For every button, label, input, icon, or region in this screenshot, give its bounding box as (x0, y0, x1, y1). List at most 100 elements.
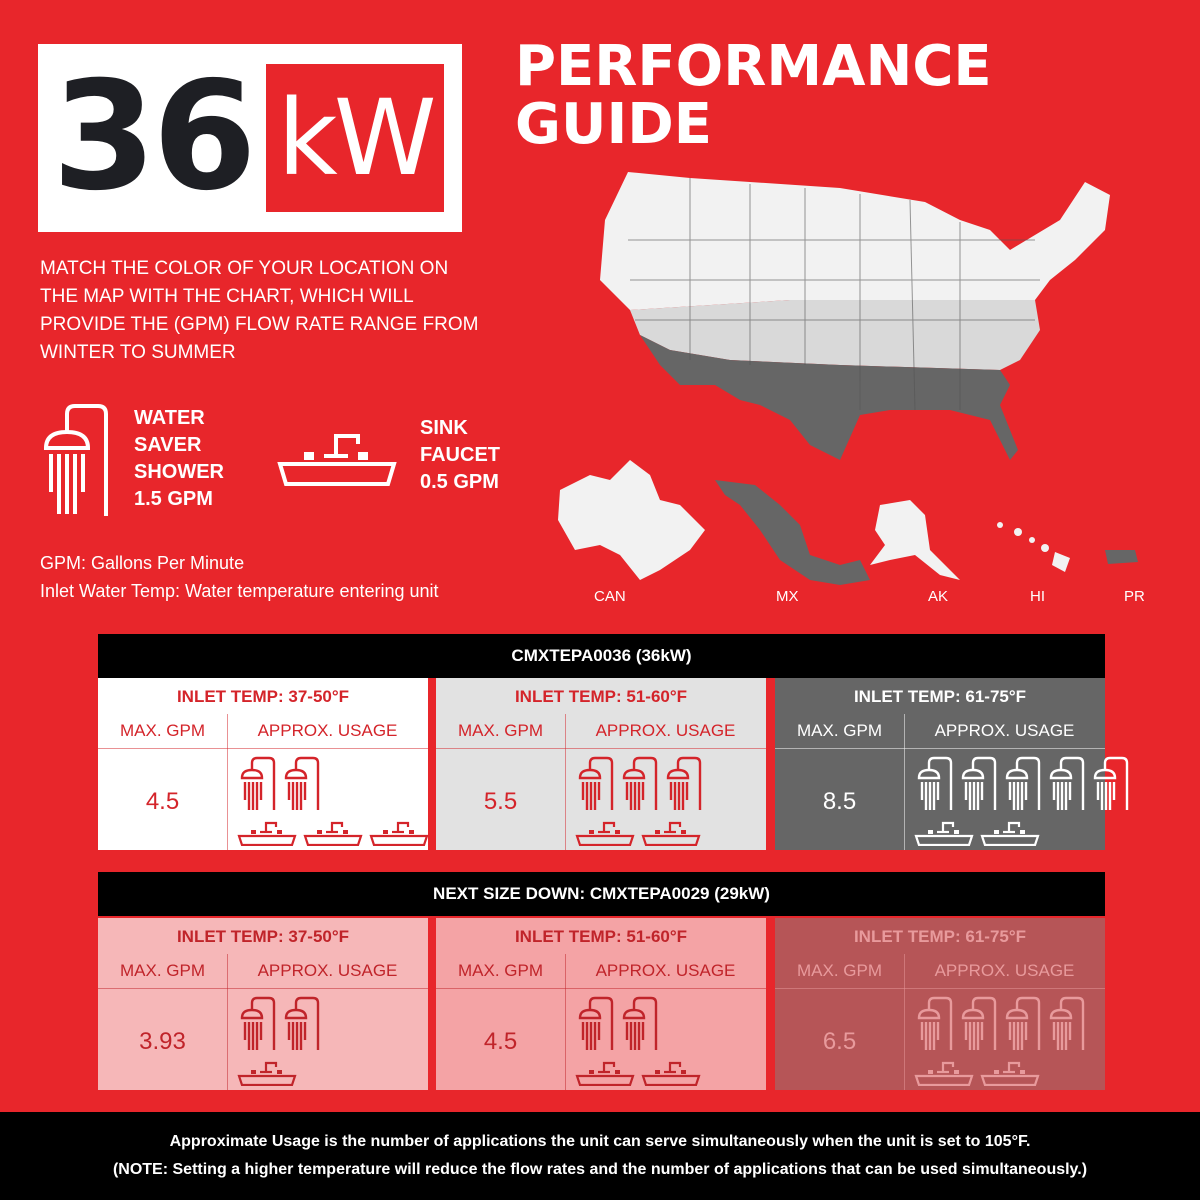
shower-row (577, 756, 705, 812)
max-gpm-header: MAX. GPM (457, 961, 543, 980)
sink-icon (277, 434, 397, 486)
table-header-36kw: CMXTEPA0036 (36kW) (98, 634, 1105, 678)
shower-row (239, 996, 323, 1052)
shower-icon (1093, 756, 1129, 810)
shower-icon (961, 756, 997, 810)
column-divider (565, 954, 566, 1090)
usage-icons (565, 748, 766, 850)
map-alaska (870, 500, 960, 580)
max-gpm-header: MAX. GPM (796, 961, 882, 980)
approx-usage-header: APPROX. USAGE (934, 961, 1075, 980)
sink-row (914, 820, 1040, 846)
shower-icon (240, 756, 276, 810)
map-canada (558, 460, 705, 580)
sink-legend: SINK FAUCET 0.5 GPM (420, 415, 500, 496)
sink-icon (641, 821, 701, 846)
inlet-temp-label: INLET TEMP: 51-60°F (514, 687, 688, 706)
sink-legend-line: FAUCET (420, 444, 500, 466)
inlet-temp-label: INLET TEMP: 37-50°F (176, 927, 350, 946)
shower-legend-line: SHOWER (134, 461, 224, 483)
sink-icon (575, 1061, 635, 1086)
footer-line-1: Approximate Usage is the number of appli… (169, 1133, 1031, 1150)
sink-icon (303, 821, 363, 846)
shower-row (239, 756, 323, 812)
sink-icon (914, 1061, 974, 1086)
inlet-temp-label: INLET TEMP: 51-60°F (514, 927, 688, 946)
shower-icon (284, 996, 320, 1050)
sink-icon (980, 821, 1040, 846)
sink-legend-line: 0.5 GPM (420, 471, 499, 493)
shower-icon (578, 756, 614, 810)
map-south-zone (640, 335, 1018, 460)
shower-icon (1005, 996, 1041, 1050)
sink-row (914, 1060, 1040, 1086)
row-divider (775, 988, 1105, 989)
power-rating-number: 36 (52, 50, 257, 224)
approx-usage-header: APPROX. USAGE (257, 961, 398, 980)
shower-icon (284, 756, 320, 810)
sink-row (575, 820, 701, 846)
row-divider (98, 988, 428, 989)
shower-icon (240, 996, 276, 1050)
sink-icon (575, 821, 635, 846)
sink-icon (237, 1061, 297, 1086)
intro-text: MATCH THE COLOR OF YOUR LOCATION ON THE … (40, 258, 479, 363)
shower-icon (1005, 756, 1041, 810)
shower-legend-line: SAVER (134, 434, 202, 456)
shower-icon (917, 996, 953, 1050)
shower-icon (622, 996, 658, 1050)
usage-icons (227, 988, 428, 1090)
inlet-temp-label: INLET TEMP: 61-75°F (853, 687, 1027, 706)
usage-icons (565, 988, 766, 1090)
column-divider (904, 714, 905, 850)
shower-icon (917, 756, 953, 810)
shower-row (916, 996, 1088, 1052)
page-title-line-1: PERFORMANCE (515, 34, 992, 99)
sink-row (237, 820, 429, 846)
usage-icons (227, 748, 429, 850)
sink-icon (641, 1061, 701, 1086)
max-gpm-value: 6.5 (822, 1028, 857, 1055)
column-divider (565, 714, 566, 850)
footer-note: Approximate Usage is the number of appli… (0, 1112, 1200, 1200)
shower-row (916, 756, 1132, 812)
definition-gpm: GPM: Gallons Per Minute (40, 553, 245, 573)
row-divider (775, 748, 1105, 749)
max-gpm-value: 4.5 (145, 788, 180, 815)
shower-icon (666, 756, 702, 810)
footer-line-2: (NOTE: Setting a higher temperature will… (112, 1161, 1088, 1178)
sink-icon (914, 821, 974, 846)
max-gpm-value: 4.5 (483, 1028, 518, 1055)
table-header-29kw: NEXT SIZE DOWN: CMXTEPA0029 (29kW) (98, 872, 1105, 916)
shower-icon (1049, 996, 1085, 1050)
inlet-temp-label: INLET TEMP: 37-50°F (176, 687, 350, 706)
sink-row (575, 1060, 701, 1086)
map-label-ak: AK (928, 588, 949, 605)
panel-36kw-warm: INLET TEMP: 61-75°F MAX. GPM APPROX. USAGE… (775, 678, 1129, 850)
definitions: GPM: Gallons Per Minute Inlet Water Temp… (40, 549, 439, 605)
row-divider (436, 988, 766, 989)
sink-icon (237, 821, 297, 846)
max-gpm-value: 3.93 (139, 1028, 186, 1055)
page-title-line-2: GUIDE (515, 92, 713, 157)
map-middle-zone (630, 300, 1040, 370)
approx-usage-header: APPROX. USAGE (257, 721, 398, 740)
max-gpm-value: 8.5 (822, 788, 857, 815)
column-divider (904, 954, 905, 1090)
usage-icons (904, 988, 1105, 1090)
page-title: PERFORMANCE GUIDE (515, 38, 992, 154)
inlet-temp-label: INLET TEMP: 61-75°F (853, 927, 1027, 946)
panel-29kw-cold: INLET TEMP: 37-50°F MAX. GPM APPROX. USAGE… (98, 918, 428, 1090)
definition-inlet-temp: Inlet Water Temp: Water temperature ente… (40, 581, 439, 601)
max-gpm-value: 5.5 (483, 788, 518, 815)
shower-legend: WATER SAVER SHOWER 1.5 GPM (134, 405, 224, 513)
usage-icons (904, 748, 1129, 850)
panel-29kw-warm: INLET TEMP: 61-75°F MAX. GPM APPROX. USAGE… (775, 918, 1105, 1090)
approx-usage-header: APPROX. USAGE (595, 961, 736, 980)
power-unit-badge (266, 64, 444, 212)
shower-icon (622, 756, 658, 810)
map-hawaii (997, 522, 1070, 572)
shower-legend-line: 1.5 GPM (134, 488, 213, 510)
shower-icon (578, 996, 614, 1050)
map-label-can: CAN (594, 588, 626, 605)
